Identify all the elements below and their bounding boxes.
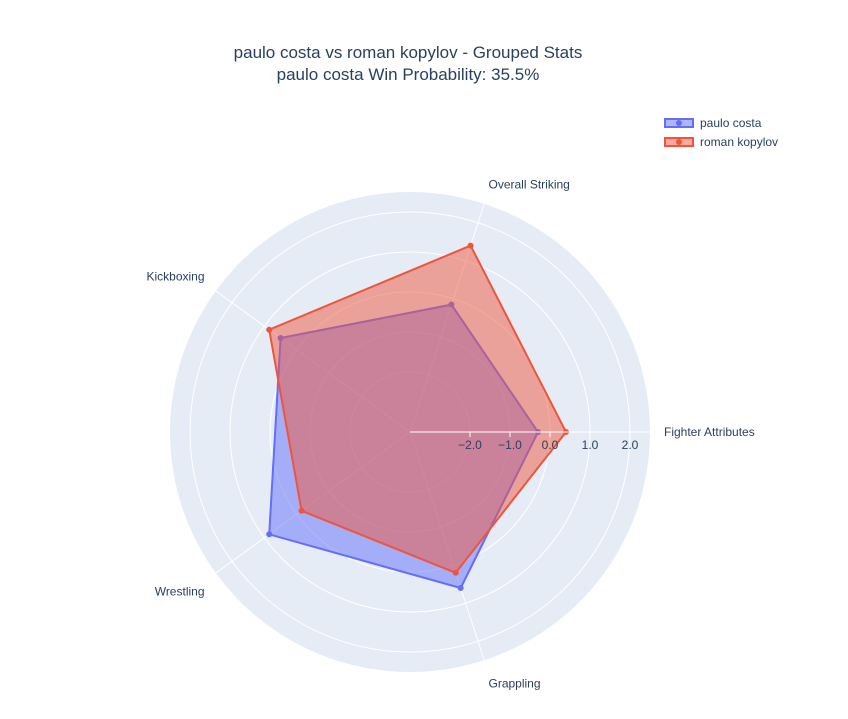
series-layer: [266, 242, 569, 591]
radial-tick-label: 0.0: [542, 438, 559, 452]
legend-item[interactable]: roman kopylov: [664, 135, 778, 149]
legend-marker: [676, 120, 682, 126]
legend-item[interactable]: paulo costa: [664, 116, 762, 130]
legend-label: roman kopylov: [700, 135, 778, 149]
radial-tick-label: −1.0: [498, 438, 522, 452]
radial-axis: −2.0 −1.0 0.0 1.0 2.0: [410, 431, 650, 452]
category-label: Kickboxing: [146, 270, 204, 284]
radial-tick-label: 2.0: [622, 438, 639, 452]
radial-tick-label: −2.0: [458, 438, 482, 452]
data-point: [467, 242, 474, 249]
series-area: [268, 244, 567, 574]
chart-title: paulo costa vs roman kopylov - Grouped S…: [234, 43, 583, 62]
data-point: [452, 569, 459, 576]
category-labels: Fighter Attributes Overall Striking Kickbo…: [146, 177, 754, 690]
data-point: [266, 326, 273, 333]
data-point: [266, 531, 273, 538]
data-point: [298, 507, 305, 514]
legend-label: paulo costa: [700, 116, 762, 130]
chart-subtitle: paulo costa Win Probability: 35.5%: [277, 65, 540, 84]
category-label: Grappling: [488, 677, 540, 691]
category-label: Fighter Attributes: [664, 425, 755, 439]
data-point: [457, 584, 464, 591]
legend-marker: [676, 139, 682, 145]
radial-tick-label: 1.0: [582, 438, 599, 452]
category-label: Wrestling: [155, 584, 205, 598]
category-label: Overall Striking: [488, 177, 569, 191]
legend: paulo costa roman kopylov: [664, 116, 778, 149]
